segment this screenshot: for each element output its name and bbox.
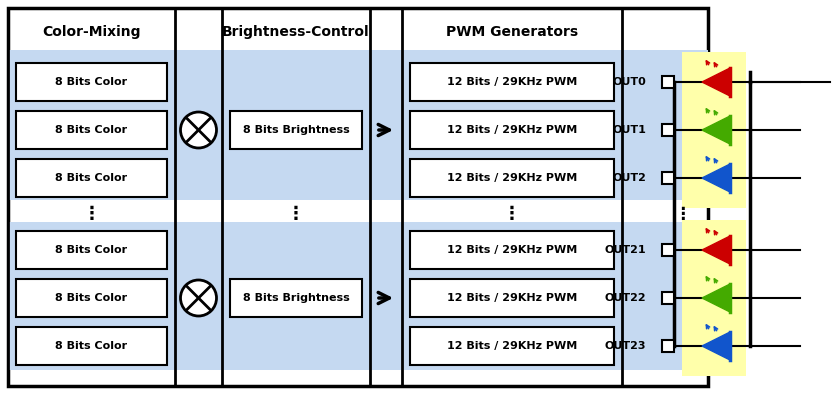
- Text: ⋮: ⋮: [674, 205, 691, 223]
- Bar: [8, 8, 708, 386]
- Text: PWM Generators: PWM Generators: [446, 25, 578, 39]
- Bar: [662, 244, 674, 256]
- Text: 12 Bits / 29KHz PWM: 12 Bits / 29KHz PWM: [447, 245, 577, 255]
- Text: 12 Bits / 29KHz PWM: 12 Bits / 29KHz PWM: [447, 341, 577, 351]
- Bar: [410, 111, 614, 149]
- Bar: [662, 124, 674, 136]
- Bar: [662, 76, 674, 88]
- Polygon shape: [702, 116, 730, 144]
- Bar: [682, 52, 746, 208]
- Polygon shape: [702, 332, 730, 360]
- Text: ⋮: ⋮: [503, 205, 521, 223]
- Bar: [662, 340, 674, 352]
- Bar: [662, 292, 674, 304]
- Polygon shape: [702, 164, 730, 192]
- Bar: [8, 222, 708, 370]
- Bar: [8, 8, 175, 386]
- Text: 8 Bits Color: 8 Bits Color: [55, 125, 128, 135]
- Text: ⋮: ⋮: [287, 205, 305, 223]
- Bar: [16, 327, 167, 365]
- Text: 8 Bits Color: 8 Bits Color: [55, 245, 128, 255]
- Bar: [16, 231, 167, 269]
- Text: OUT1: OUT1: [612, 125, 646, 135]
- Bar: [230, 111, 362, 149]
- Bar: [410, 279, 614, 317]
- Text: OUT23: OUT23: [604, 341, 646, 351]
- Text: 12 Bits / 29KHz PWM: 12 Bits / 29KHz PWM: [447, 293, 577, 303]
- Text: 8 Bits Color: 8 Bits Color: [55, 77, 128, 87]
- Text: 8 Bits Brightness: 8 Bits Brightness: [242, 293, 349, 303]
- Polygon shape: [702, 68, 730, 96]
- Text: OUT2: OUT2: [612, 173, 646, 183]
- Text: 12 Bits / 29KHz PWM: 12 Bits / 29KHz PWM: [447, 77, 577, 87]
- Text: 8 Bits Brightness: 8 Bits Brightness: [242, 125, 349, 135]
- Text: OUT0: OUT0: [612, 77, 646, 87]
- Bar: [662, 172, 674, 184]
- Bar: [16, 63, 167, 101]
- Bar: [410, 327, 614, 365]
- Bar: [16, 111, 167, 149]
- Circle shape: [181, 280, 217, 316]
- Bar: [410, 231, 614, 269]
- Polygon shape: [702, 284, 730, 312]
- Text: Color-Mixing: Color-Mixing: [43, 25, 140, 39]
- Text: 8 Bits Color: 8 Bits Color: [55, 293, 128, 303]
- Text: 8 Bits Color: 8 Bits Color: [55, 341, 128, 351]
- Bar: [8, 50, 708, 200]
- Text: 12 Bits / 29KHz PWM: 12 Bits / 29KHz PWM: [447, 173, 577, 183]
- Text: 8 Bits Color: 8 Bits Color: [55, 173, 128, 183]
- Bar: [230, 279, 362, 317]
- Bar: [402, 8, 622, 386]
- Bar: [410, 63, 614, 101]
- Bar: [222, 8, 370, 386]
- Text: OUT22: OUT22: [604, 293, 646, 303]
- Circle shape: [181, 112, 217, 148]
- Polygon shape: [702, 236, 730, 264]
- Bar: [16, 159, 167, 197]
- Bar: [16, 279, 167, 317]
- Text: Brightness-Control: Brightness-Control: [222, 25, 370, 39]
- Text: 12 Bits / 29KHz PWM: 12 Bits / 29KHz PWM: [447, 125, 577, 135]
- Text: ⋮: ⋮: [83, 205, 100, 223]
- Text: OUT21: OUT21: [604, 245, 646, 255]
- Bar: [410, 159, 614, 197]
- Bar: [682, 220, 746, 376]
